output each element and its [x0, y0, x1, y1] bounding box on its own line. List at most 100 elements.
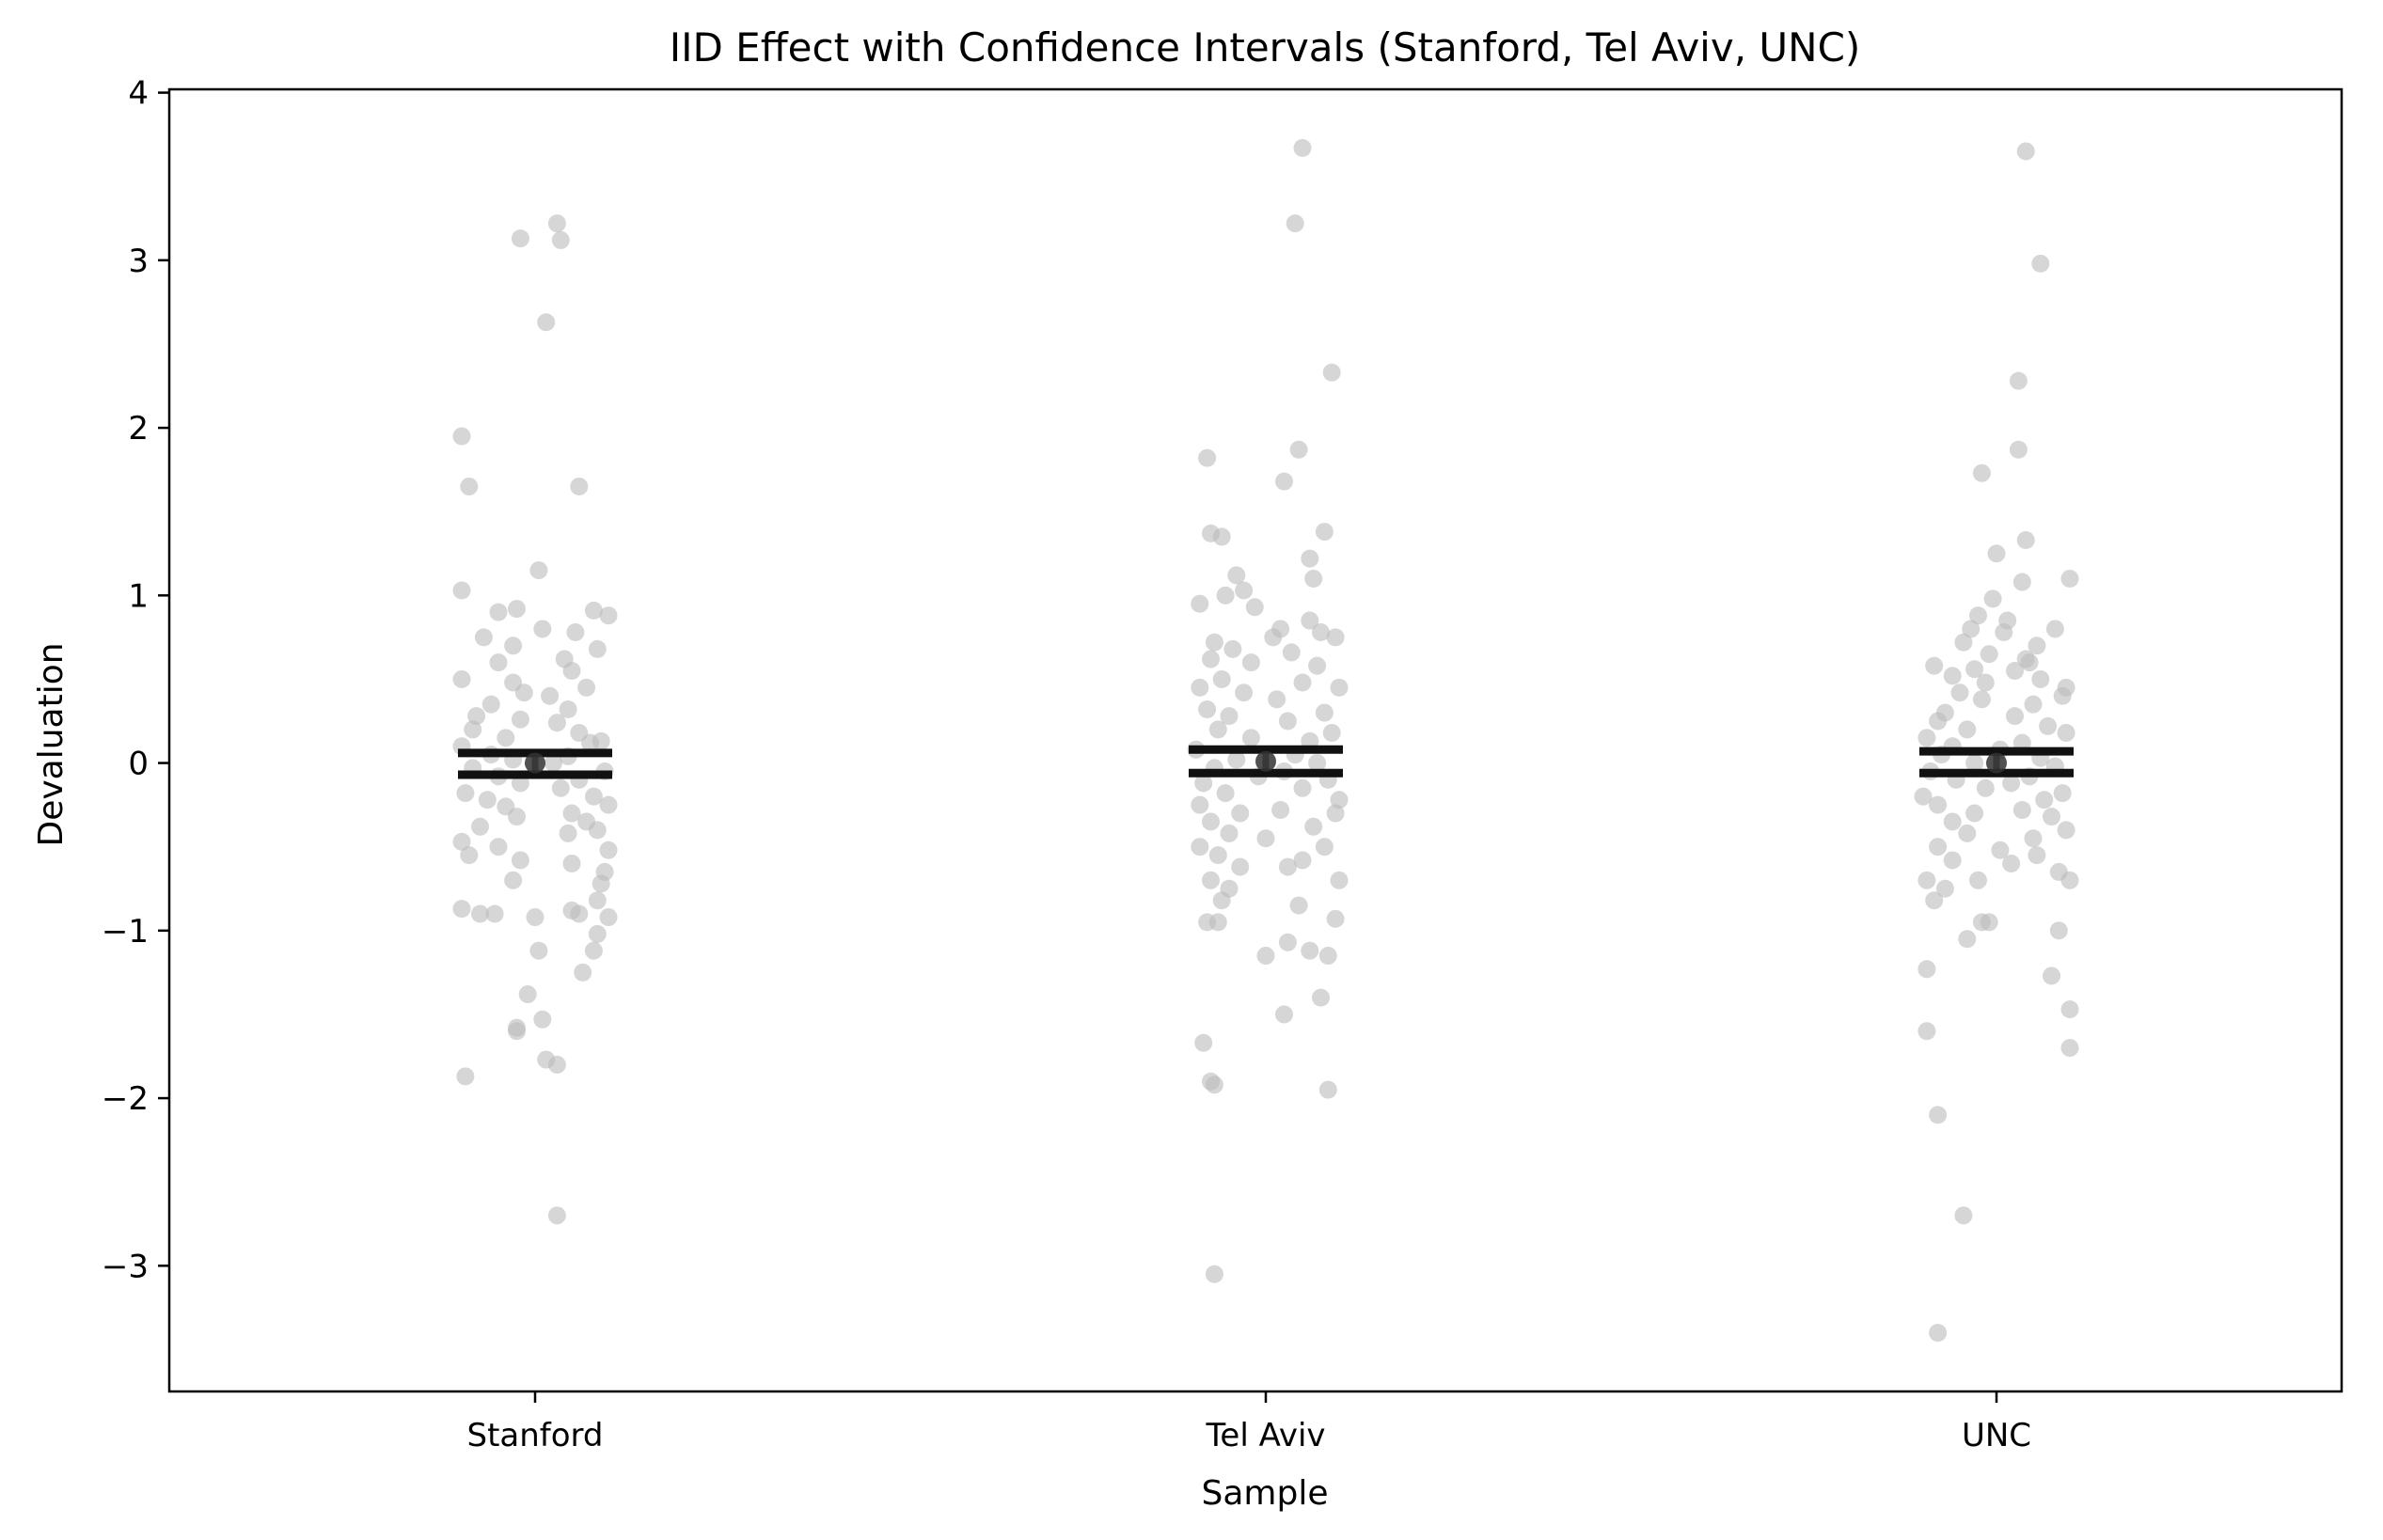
data-point [1275, 472, 1293, 491]
data-point [1965, 754, 1984, 773]
data-point [1227, 566, 1246, 585]
data-point [570, 904, 589, 923]
data-point [474, 628, 493, 647]
data-point [452, 669, 471, 688]
data-point [2039, 716, 2058, 735]
data-point [1227, 750, 1246, 769]
data-point [1301, 549, 1319, 568]
data-point [544, 754, 562, 773]
data-point [2012, 800, 2031, 819]
data-point [547, 1206, 566, 1225]
data-point [1304, 569, 1323, 588]
data-point [1958, 930, 1977, 949]
data-point [1315, 703, 1334, 722]
data-point [1205, 1265, 1223, 1283]
data-point [2043, 966, 2060, 985]
data-point [1969, 871, 1987, 889]
data-point [1330, 678, 1349, 697]
data-point [1917, 871, 1936, 889]
data-point [1256, 947, 1275, 966]
data-point [2002, 855, 2021, 873]
data-point [1929, 712, 1948, 731]
data-point [588, 924, 607, 943]
data-point [514, 684, 533, 702]
data-point [1282, 643, 1301, 662]
data-point [1241, 653, 1260, 672]
data-point [2035, 791, 2054, 809]
mean-marker [525, 752, 545, 774]
data-point [1315, 838, 1334, 856]
y-tick-label: 1 [128, 577, 149, 615]
data-point [2049, 921, 2068, 940]
data-point [574, 963, 592, 982]
data-point [485, 904, 504, 923]
data-point [1198, 700, 1217, 719]
x-axis-title: Sample [1202, 1474, 1329, 1513]
data-point [1241, 729, 1260, 747]
data-point [1191, 795, 1209, 814]
data-point [1202, 812, 1220, 831]
data-point [1943, 851, 1962, 870]
data-point [1954, 633, 1973, 652]
data-point [2016, 142, 2035, 161]
data-point [1943, 812, 1962, 831]
data-point [481, 695, 500, 714]
data-point [511, 710, 529, 729]
data-point [1278, 933, 1297, 951]
y-tick-label: 2 [128, 410, 149, 448]
data-point [2043, 808, 2060, 826]
data-point [2057, 723, 2075, 742]
data-point [2002, 774, 2021, 793]
data-point [588, 891, 607, 910]
data-point [504, 871, 523, 889]
data-point [584, 601, 603, 620]
chart-title: IID Effect with Confidence Intervals (St… [670, 24, 1861, 71]
data-point [1212, 669, 1231, 688]
data-point [537, 313, 556, 332]
data-point [1929, 838, 1948, 856]
data-point [1205, 1076, 1223, 1094]
data-point [577, 678, 596, 697]
data-point [508, 1022, 526, 1041]
data-point [1972, 464, 1991, 482]
data-point [1326, 909, 1345, 928]
data-point [2020, 653, 2039, 672]
data-point [452, 581, 471, 600]
data-point [452, 427, 471, 446]
data-point [489, 838, 508, 856]
data-point [1991, 841, 2010, 859]
data-point [1220, 824, 1239, 842]
data-point [1954, 1206, 1973, 1225]
data-point [2060, 1039, 2079, 1058]
data-point [1322, 723, 1341, 742]
data-point [1958, 824, 1977, 842]
data-point [1268, 690, 1286, 709]
data-point [1293, 851, 1312, 870]
data-point [1286, 214, 1304, 233]
data-point [562, 662, 581, 681]
data-point [2060, 871, 2079, 889]
data-point [497, 729, 515, 747]
data-point [2016, 530, 2035, 549]
data-point [2053, 784, 2072, 803]
data-point [508, 600, 526, 619]
plot-frame [167, 87, 2344, 1393]
data-point [1208, 913, 1227, 932]
y-tick-label: −3 [102, 1248, 149, 1285]
data-point [547, 1055, 566, 1074]
data-point [1231, 804, 1250, 823]
data-point [1289, 896, 1308, 915]
data-point [1322, 363, 1341, 382]
data-point [452, 832, 471, 851]
data-point [489, 653, 508, 672]
data-point [1965, 804, 1984, 823]
x-tick-label: Stanford [466, 1417, 603, 1454]
data-point [599, 908, 618, 927]
y-tick-label: 4 [128, 75, 149, 113]
data-point [2024, 829, 2043, 848]
data-point [1962, 620, 1981, 638]
data-point [2060, 569, 2079, 588]
y-tick-label: −2 [102, 1080, 149, 1118]
data-point [1293, 778, 1312, 797]
data-point [1950, 684, 1969, 702]
